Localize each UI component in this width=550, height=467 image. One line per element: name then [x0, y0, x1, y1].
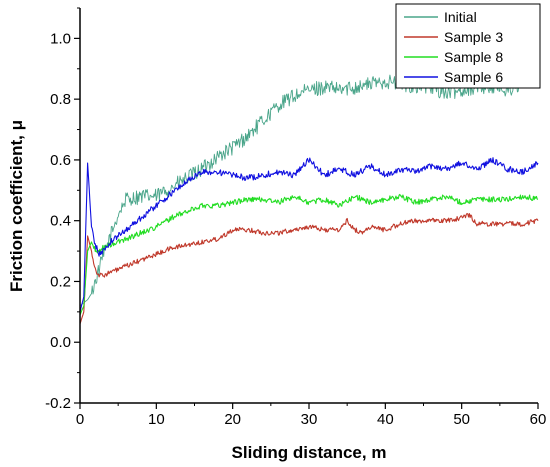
y-tick-label: 0.6: [50, 152, 71, 169]
y-ticks: -0.2 0.0 0.2 0.4 0.6 0.8 1.0: [45, 7, 80, 412]
legend-label: Sample 8: [444, 49, 503, 65]
series-line-initial: [79, 71, 539, 307]
x-tick-label: 0: [76, 411, 84, 428]
series-line-sample-8: [79, 193, 539, 316]
plot-area: [79, 71, 539, 325]
x-tick-label: 50: [453, 411, 470, 428]
y-tick-label: -0.2: [45, 395, 71, 412]
legend-label: Sample 6: [444, 69, 503, 85]
legend: Initial Sample 3 Sample 8 Sample 6: [395, 3, 541, 89]
x-tick-label: 20: [224, 411, 241, 428]
legend-label: Sample 3: [444, 29, 503, 45]
legend-label: Initial: [444, 9, 477, 25]
x-tick-label: 10: [148, 411, 165, 428]
y-tick-label: 1.0: [50, 30, 71, 47]
y-tick-label: 0.0: [50, 334, 71, 351]
x-axis-title: Sliding distance, m: [232, 443, 387, 462]
y-axis-title: Friction coefficient, μ: [7, 120, 26, 292]
series-line-sample-6: [79, 157, 539, 312]
series-line-sample-3: [79, 212, 539, 325]
x-tick-label: 30: [301, 411, 318, 428]
x-tick-label: 60: [530, 411, 547, 428]
legend-box: [395, 3, 541, 89]
x-ticks: 0 10 20 30 40 50 60: [76, 403, 547, 428]
x-tick-label: 40: [377, 411, 394, 428]
y-tick-label: 0.8: [50, 91, 71, 108]
y-tick-label: 0.2: [50, 273, 71, 290]
y-tick-label: 0.4: [50, 213, 71, 230]
